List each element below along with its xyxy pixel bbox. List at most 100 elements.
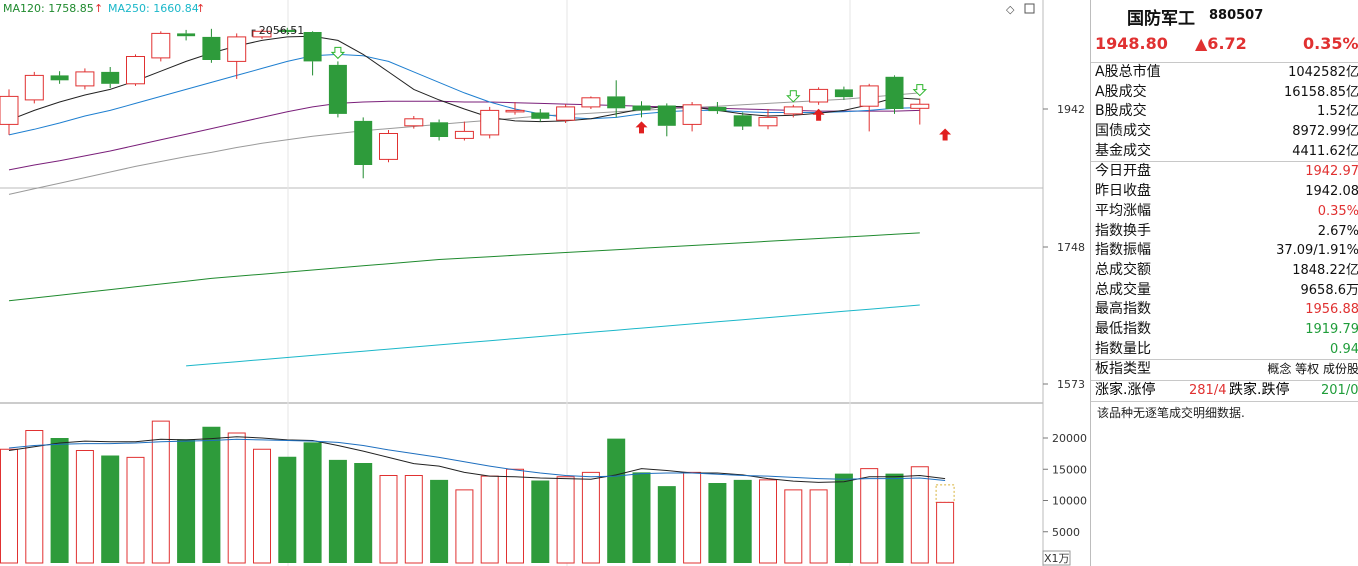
candle-body	[556, 106, 576, 121]
candle	[809, 87, 829, 105]
row-value: 9658.6万	[1300, 282, 1358, 298]
volume-ma-short-line	[8, 436, 946, 483]
volume-bar	[151, 420, 170, 564]
candle-body	[505, 109, 525, 113]
candle	[454, 121, 474, 141]
row-label: B股成交	[1095, 103, 1147, 120]
candle-body	[809, 88, 829, 103]
price-change: ▲6.72	[1195, 34, 1247, 53]
candle-body	[101, 71, 120, 84]
candle-body	[682, 104, 702, 125]
candle	[278, 27, 297, 35]
candle	[657, 103, 676, 137]
candle-body	[177, 33, 196, 37]
volume-bar	[556, 476, 575, 564]
ma250-legend: MA250: 1660.84	[108, 2, 199, 15]
row-label: 最低指数	[1095, 320, 1151, 337]
candle	[404, 116, 424, 129]
volume-bar	[834, 473, 853, 563]
volume-tick-label: 20000	[1052, 432, 1087, 445]
candle	[556, 104, 576, 123]
ma250-line	[186, 304, 920, 367]
candle-body	[733, 115, 752, 127]
volume-bar	[0, 448, 18, 564]
volume-bar	[936, 501, 955, 564]
volume-bar	[860, 468, 879, 564]
candle-body	[379, 133, 398, 160]
ma120-line	[8, 232, 920, 302]
candle-body	[531, 112, 550, 119]
candle-body	[834, 89, 853, 98]
volume-unit-label: X1万	[1044, 552, 1070, 565]
down-arrow-icon	[912, 84, 928, 97]
candle	[632, 101, 651, 118]
row-label: 国债成交	[1095, 123, 1151, 140]
candle-body	[859, 85, 879, 107]
row-label: A股成交	[1095, 83, 1147, 100]
row-label: 今日开盘	[1095, 163, 1151, 180]
stat-row: 指数量比 0.94	[1091, 340, 1358, 360]
candle	[202, 28, 221, 63]
stat-row: A股成交 16158.85亿	[1091, 83, 1358, 103]
candle-body	[708, 106, 727, 112]
volume-bar	[885, 473, 904, 563]
candlestick-chart[interactable]: ┌ 2056.51 1942 1748 1573 20000 15000 10000 500…	[0, 0, 1090, 566]
decliners-label: 跌家.跌停	[1229, 382, 1290, 398]
volume-bar	[683, 471, 702, 564]
candle-body	[910, 103, 930, 109]
candle-body	[303, 32, 322, 62]
volume-bar	[50, 438, 69, 563]
volume-bar	[759, 479, 777, 564]
diamond-icon[interactable]: ◇	[1006, 3, 1015, 16]
volume-bar	[733, 479, 752, 563]
candle	[252, 29, 272, 39]
row-label: 板指类型	[1095, 361, 1151, 378]
candle	[328, 61, 347, 118]
candle	[607, 80, 626, 118]
stat-row: 指数振幅 37.09/1.91%	[1091, 241, 1358, 261]
candle	[151, 31, 171, 62]
volume-bar	[455, 489, 474, 564]
candle	[885, 75, 904, 114]
up-arrow-icon	[812, 108, 825, 121]
volume-bar	[101, 455, 120, 563]
row-label: 总成交额	[1095, 261, 1151, 278]
settings-square-icon[interactable]	[1024, 3, 1035, 14]
row-value: 0.35%	[1317, 203, 1358, 219]
stat-row: B股成交 1.52亿	[1091, 102, 1358, 122]
candle-body	[454, 130, 474, 139]
candle-body	[480, 109, 500, 136]
volume-tick-label: 15000	[1052, 463, 1087, 476]
row-value: 1848.22亿	[1292, 262, 1358, 278]
volume-bar	[328, 459, 347, 563]
candle	[24, 71, 44, 104]
volume-bar	[632, 472, 651, 563]
candle	[227, 33, 247, 79]
candle-body	[758, 116, 778, 127]
volume-bar	[253, 448, 271, 564]
stat-row: 总成交量 9658.6万	[1091, 281, 1358, 301]
row-label: 指数振幅	[1095, 242, 1151, 259]
candle-body	[581, 97, 601, 108]
candle-body	[278, 29, 297, 32]
volume-ma-long-line	[8, 438, 946, 481]
candle	[177, 29, 196, 41]
down-arrow-icon	[786, 90, 801, 103]
candle	[480, 106, 500, 139]
row-value[interactable]: 概念 等权 成份股	[1267, 362, 1358, 377]
candle-body	[75, 71, 95, 87]
volume-bar	[278, 456, 297, 563]
candle-body	[151, 32, 171, 59]
row-value: 37.09/1.91%	[1276, 243, 1358, 259]
candle	[101, 67, 120, 88]
candle-body	[227, 36, 247, 62]
candle	[505, 102, 525, 115]
volume-bar	[506, 468, 524, 564]
candle-body	[783, 106, 803, 115]
candle	[682, 102, 702, 132]
candle	[531, 109, 550, 122]
candle-body	[328, 64, 347, 114]
stat-row: 今日开盘 1942.97	[1091, 161, 1358, 182]
candle-body	[657, 105, 676, 126]
note-text: 该品种无逐笔成交明细数据.	[1097, 406, 1245, 420]
